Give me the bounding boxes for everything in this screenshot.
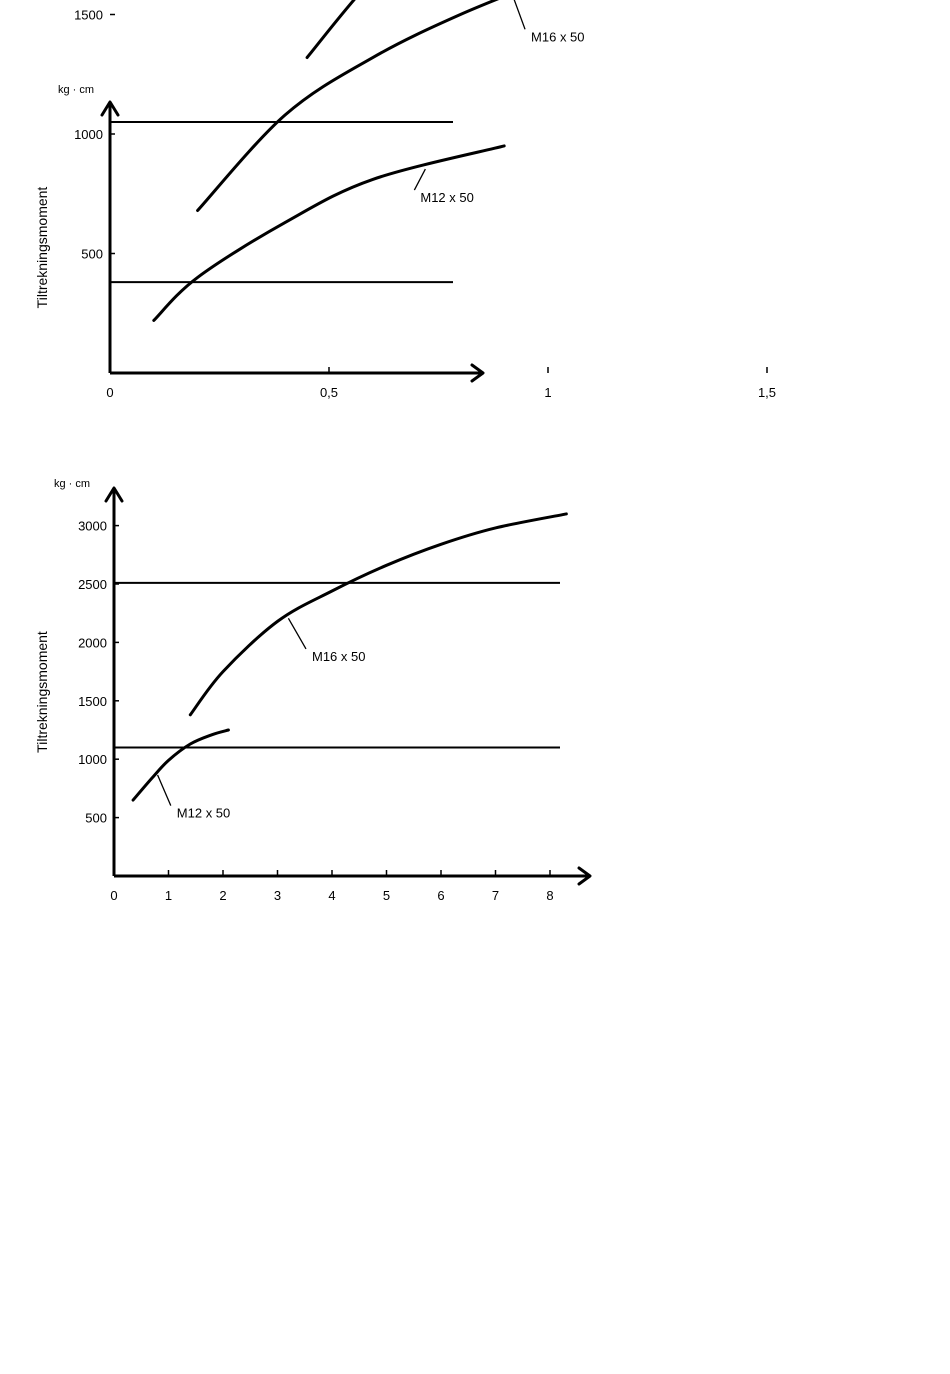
y-tick-label: 500 (81, 247, 103, 262)
y-tick-label: 1000 (78, 752, 107, 767)
y-tick-label: 1500 (78, 694, 107, 709)
x-tick-label: 5 (383, 888, 390, 903)
x-tick-label: 1 (544, 385, 551, 400)
series-curve-m16x50 (188, 512, 568, 717)
x-tick-label: 0 (110, 888, 117, 903)
y-axis-label: Tiltrekningsmoment (34, 187, 50, 309)
series-label: M12 x 50 (420, 190, 473, 205)
x-axis-arrowhead (470, 363, 485, 383)
x-tick-label: 2 (219, 888, 226, 903)
y-unit-label: kg · cm (58, 84, 94, 96)
x-tick-label: 4 (328, 888, 335, 903)
y-tick-label: 1500 (74, 8, 103, 23)
series-leader-line (413, 168, 426, 191)
series-label: M16 x 50 (531, 29, 584, 44)
y-tick-label: 500 (85, 811, 107, 826)
series-leader-line (287, 617, 307, 650)
x-tick-label: 8 (546, 888, 553, 903)
chart-1: 00,511,5500100015002000kg · cmTiltreknin… (34, 0, 776, 400)
x-tick-label: 7 (492, 888, 499, 903)
x-axis-arrowhead (577, 866, 592, 886)
x-tick-label: 3 (274, 888, 281, 903)
y-tick-label: 3000 (78, 519, 107, 534)
y-tick-label: 2500 (78, 577, 107, 592)
y-unit-label: kg · cm (54, 478, 90, 490)
y-tick-label: 1000 (74, 127, 103, 142)
y-axis-label: Tiltrekningsmoment (34, 631, 50, 753)
x-tick-label: 1,5 (758, 385, 776, 400)
x-tick-label: 0 (106, 385, 113, 400)
series-leader-line (157, 774, 172, 806)
y-axis-arrowhead (100, 100, 120, 117)
series-leader-line (513, 0, 526, 30)
series-curve-m20x50 (305, 0, 356, 60)
series-label: M12 x 50 (177, 806, 230, 821)
chart-2: 0 1 2 3 4 5 6 7 8 500 1000 1500 2000 2500 3000 kg · cm T… (34, 478, 592, 903)
series-curve-m12x50 (152, 144, 506, 322)
x-tick-label: 1 (165, 888, 172, 903)
series-curve-m16x50 (196, 0, 499, 212)
y-axis-arrowhead (104, 486, 124, 503)
series-curve-m12x50 (131, 728, 230, 802)
x-tick-label: 0,5 (320, 385, 338, 400)
x-tick-label: 6 (437, 888, 444, 903)
y-tick-label: 2000 (78, 635, 107, 650)
series-label: M16 x 50 (312, 649, 365, 664)
